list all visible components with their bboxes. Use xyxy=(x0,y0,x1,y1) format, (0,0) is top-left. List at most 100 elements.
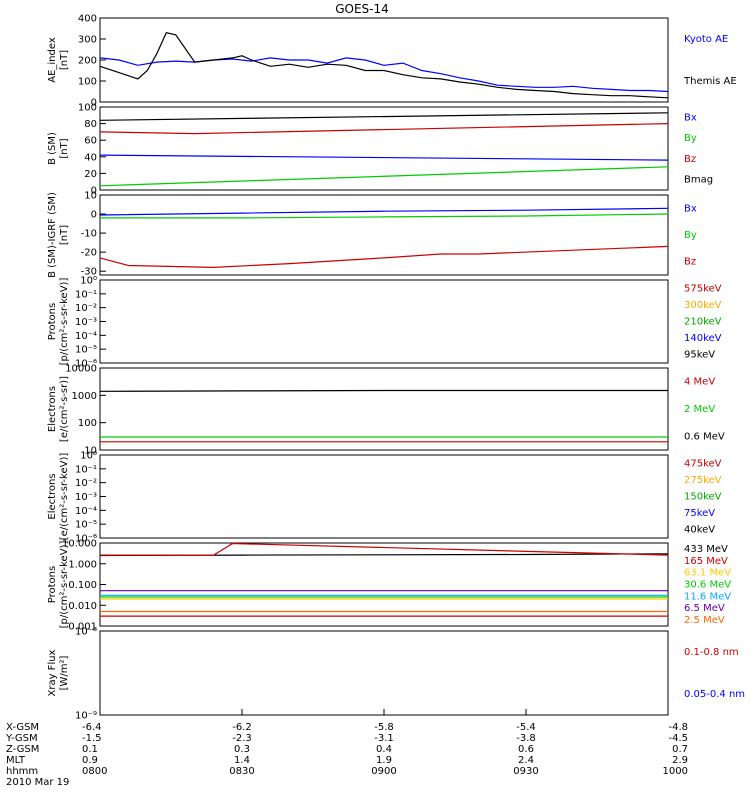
panel-b: 0 20 40 60 80 100 B (SM) [nT] Bx By Bz Bmag xyxy=(47,103,713,197)
y-tick-label: 1000 xyxy=(72,391,97,402)
y-tick-label: 0 xyxy=(91,186,97,197)
y-axis-label: [e/(cm²-s-sr-keV)] xyxy=(59,453,70,541)
ephemeris-value: 1.9 xyxy=(376,755,392,766)
ephemeris-value: 1000 xyxy=(663,766,688,777)
ephemeris-value: -6.4 xyxy=(82,722,102,733)
series-line xyxy=(99,166,669,187)
y-axis-label: Electrons xyxy=(47,386,58,432)
y-tick-label: 10.000 xyxy=(62,539,97,550)
ephemeris-value: 0800 xyxy=(82,766,107,777)
legend-entry: By xyxy=(684,230,697,241)
ephemeris-value: 0930 xyxy=(513,766,538,777)
y-tick-label: 10⁰ xyxy=(80,451,97,462)
y-tick-label: 100 xyxy=(78,418,97,429)
panel-electrons_hi: 10000 1000 100 10 Electrons [e/(cm²-s-sr)] 4 M… xyxy=(47,364,725,457)
ephemeris-value: 0.7 xyxy=(672,744,688,755)
y-tick-label: 100 xyxy=(78,77,97,88)
legend-entry: Themis AE xyxy=(683,76,737,87)
legend-entry: 300keV xyxy=(684,300,722,311)
legend-entry: 11.6 MeV xyxy=(684,591,731,602)
y-tick-label: 0.010 xyxy=(68,601,97,612)
y-tick-label: 10 xyxy=(84,191,97,202)
ephemeris-value: -1.5 xyxy=(82,733,102,744)
ephemeris-value: 1.4 xyxy=(234,755,250,766)
ephemeris-label: Y-GSM xyxy=(5,733,38,744)
panel-frame xyxy=(99,194,669,276)
y-tick-label: 10⁻⁵ xyxy=(75,520,97,531)
panel-ae: 0 100 200 300 400 AE_index [nT] Kyoto AE Themis … xyxy=(47,14,737,109)
y-tick-label: 200 xyxy=(78,56,97,67)
ephemeris-value: -4.5 xyxy=(668,733,688,744)
ephemeris-value: 0.1 xyxy=(82,744,98,755)
legend-entry: 150keV xyxy=(684,492,722,503)
ephemeris-value: -3.8 xyxy=(516,733,536,744)
y-tick-label: 0 xyxy=(91,210,97,221)
ephemeris-value: 2.9 xyxy=(672,755,688,766)
legend-entry: 2.5 MeV xyxy=(684,615,725,626)
y-tick-label: 10⁻⁹ xyxy=(75,711,97,722)
legend-entry: Bmag xyxy=(684,175,713,186)
series-line xyxy=(99,389,668,392)
ephemeris-value: -2.3 xyxy=(232,733,252,744)
ephemeris-value: 0.9 xyxy=(82,755,98,766)
y-tick-label: 10⁻³ xyxy=(75,492,97,503)
ephemeris-value: 0900 xyxy=(371,766,396,777)
y-tick-label: 10⁻² xyxy=(75,478,97,489)
ephemeris-value: -4.8 xyxy=(668,722,688,733)
legend-entry: 40keV xyxy=(684,525,715,536)
legend-entry: 63.1 MeV xyxy=(684,568,731,579)
legend-entry: 0.6 MeV xyxy=(684,431,725,442)
series-line xyxy=(99,32,669,99)
legend-entry: 2 MeV xyxy=(684,404,715,415)
legend-entry: Kyoto AE xyxy=(684,34,728,45)
ephemeris-label: X-GSM xyxy=(6,722,39,733)
legend-entry: Bz xyxy=(684,154,696,165)
series-line xyxy=(100,542,669,556)
legend-entry: 210keV xyxy=(684,317,722,328)
y-tick-label: -20 xyxy=(81,248,97,259)
chart-title: GOES-14 xyxy=(335,2,389,16)
series-line xyxy=(100,213,669,219)
panel-xray: 10⁻⁸ 10⁻⁹ Xray Flux [W/m²] 0.1-0.8 nm 0.05-0.… xyxy=(47,542,745,722)
y-tick-label: 10⁻⁵ xyxy=(75,345,97,356)
legend-entry: 6.5 MeV xyxy=(684,603,725,614)
y-axis-label: B (SM) xyxy=(47,132,58,165)
y-axis-label: [e/(cm²-s-sr)] xyxy=(59,376,70,442)
y-tick-label: 10⁻¹ xyxy=(75,464,97,475)
legend-entry: 575keV xyxy=(684,283,722,294)
ephemeris-value: 0.6 xyxy=(518,744,534,755)
y-tick-label: 300 xyxy=(78,35,97,46)
y-tick-label: 10⁰ xyxy=(80,276,97,287)
y-tick-label: 100 xyxy=(78,103,97,114)
panel-protons_hepad: 10.000 1.000 0.100 0.010 0.001 Protons [p/(cm²… xyxy=(47,539,731,633)
y-tick-label: 10⁻⁶ xyxy=(75,359,97,370)
legend-entry: 4 MeV xyxy=(684,377,715,388)
legend-entry: 140keV xyxy=(684,333,722,344)
ephemeris-value: -3.1 xyxy=(374,733,394,744)
legend-entry: Bz xyxy=(684,257,696,268)
series-line xyxy=(99,154,669,161)
y-tick-label: -10 xyxy=(81,229,97,240)
ephemeris-value: 2.4 xyxy=(518,755,534,766)
y-axis-label: Xray Flux xyxy=(47,649,58,696)
ephemeris-label: hhmm xyxy=(6,766,38,777)
y-tick-label: 1.000 xyxy=(68,559,97,570)
legend-entry: 433 MeV xyxy=(684,544,728,555)
ephemeris-value: 0830 xyxy=(229,766,254,777)
y-tick-label: 60 xyxy=(84,136,97,147)
ephemeris-value: -6.2 xyxy=(232,722,252,733)
ephemeris-value: 0.3 xyxy=(234,744,250,755)
ephemeris-table: X-GSM -6.4 -6.2 -5.8 -5.4 -4.8 Y-GSM -1.5 -2.3 -3… xyxy=(5,722,688,788)
y-tick-label: 10⁻³ xyxy=(75,317,97,328)
legend-entry: By xyxy=(684,133,697,144)
y-axis-label: Protons xyxy=(47,303,58,340)
ephemeris-value: -5.4 xyxy=(516,722,536,733)
series-line xyxy=(99,123,669,135)
y-axis-label: [nT] xyxy=(59,138,70,158)
panel-dbigrf: 10 0 -10 -20 -30 B (SM)-IGRF (SM) [nT] Bx By Bz xyxy=(47,191,697,278)
y-axis-label: [nT] xyxy=(59,225,70,245)
legend-entry: 0.05-0.4 nm xyxy=(684,689,745,700)
y-tick-label: -30 xyxy=(81,267,97,278)
panel-frame xyxy=(99,106,669,191)
